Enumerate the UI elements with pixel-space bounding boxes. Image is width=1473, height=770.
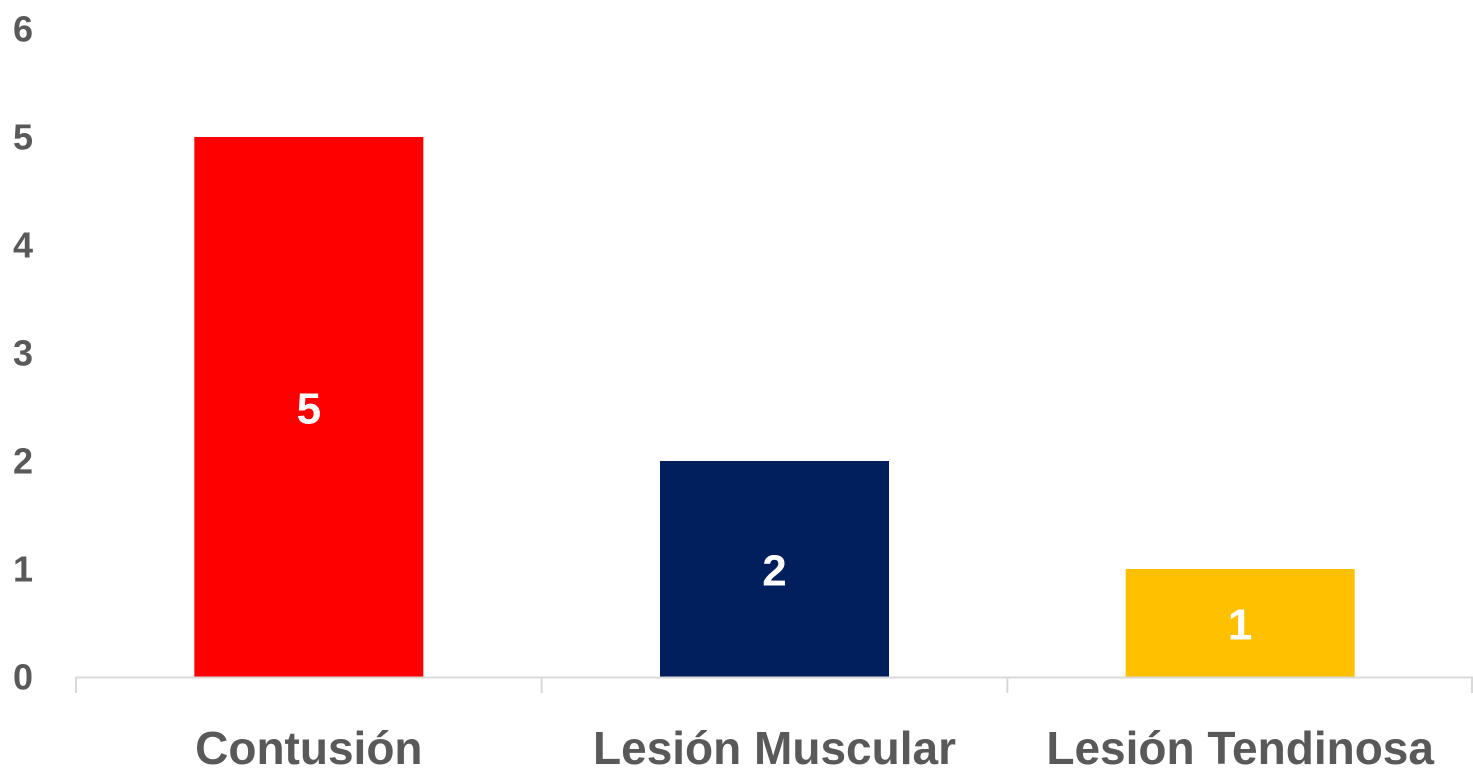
data-label: 1 (1228, 601, 1252, 650)
y-tick-label: 5 (13, 117, 33, 158)
y-tick-label: 1 (13, 549, 33, 590)
data-labels: 5 2 1 (297, 385, 1253, 650)
y-tick-label: 4 (13, 225, 33, 266)
x-axis (75, 676, 1473, 693)
y-axis-ticks: 0 1 2 3 4 5 6 (13, 9, 33, 698)
y-tick-label: 3 (13, 333, 33, 374)
x-axis-labels: Contusión Lesión Muscular Lesión Tendinosa (195, 722, 1434, 770)
bar (1125, 569, 1355, 677)
y-tick-label: 0 (13, 657, 33, 698)
bar (660, 461, 889, 677)
y-tick-label: 6 (13, 9, 33, 50)
data-label: 2 (762, 547, 786, 596)
x-category-label: Lesión Tendinosa (1046, 722, 1434, 770)
bar (194, 137, 424, 677)
bars (194, 137, 1355, 677)
x-category-label: Contusión (195, 722, 422, 770)
data-label: 5 (297, 385, 321, 434)
x-category-label: Lesión Muscular (593, 722, 956, 770)
y-tick-label: 2 (13, 441, 33, 482)
